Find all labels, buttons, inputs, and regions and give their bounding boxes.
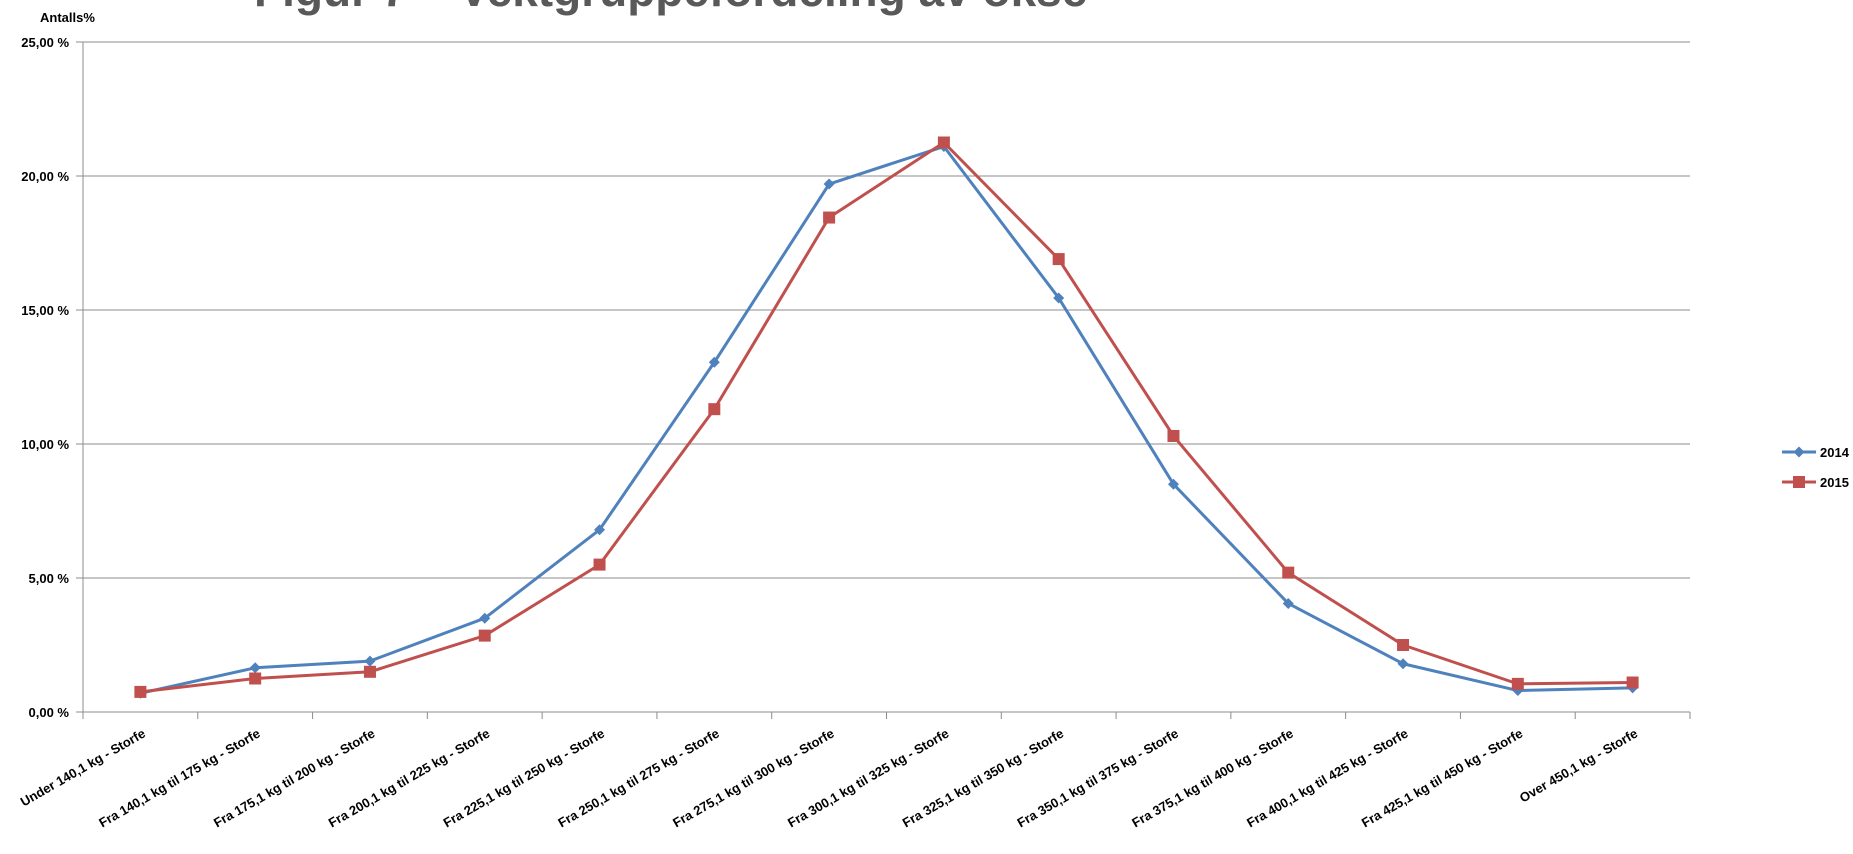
- y-tick-label: 5,00 %: [29, 571, 70, 586]
- data-point: [479, 612, 491, 624]
- series-line: [140, 145, 1633, 695]
- x-tick-label: Under 140,1 kg - Storfe: [18, 726, 148, 810]
- y-tick-label: 10,00 %: [21, 437, 69, 452]
- data-point: [594, 524, 606, 536]
- chart-title: Figur 7 – Vektgruppefordeling av okse: [254, 0, 1087, 16]
- y-tick-label: 25,00 %: [21, 35, 69, 50]
- gridlines: [83, 41, 1690, 713]
- series-2014: [134, 141, 1639, 699]
- legend-entry-2015: 2015: [1782, 475, 1849, 490]
- data-point: [708, 403, 721, 416]
- data-point: [1626, 676, 1639, 689]
- x-axis: [82, 42, 1691, 719]
- data-point: [1397, 639, 1410, 651]
- y-tick-label: 0,00 %: [29, 705, 70, 720]
- legend-marker: [1793, 476, 1805, 488]
- series-group: [134, 136, 1639, 699]
- data-point: [363, 665, 376, 678]
- data-point: [364, 655, 376, 667]
- data-point: [1052, 253, 1065, 266]
- legend-marker: [1793, 446, 1805, 458]
- data-point: [249, 672, 262, 685]
- data-point: [249, 662, 261, 674]
- series-line: [140, 141, 1633, 694]
- legend: 2014 2015: [1782, 445, 1850, 490]
- data-point: [593, 558, 606, 571]
- y-axis-label: Antalls%: [40, 10, 95, 25]
- data-point: [1397, 658, 1409, 670]
- legend-label: 2015: [1820, 475, 1849, 490]
- data-point: [823, 178, 835, 190]
- data-point: [1282, 566, 1295, 579]
- series-2015: [134, 136, 1639, 698]
- legend-label: 2014: [1820, 445, 1850, 460]
- data-point: [937, 136, 950, 149]
- data-point: [708, 356, 720, 368]
- data-point: [134, 685, 147, 698]
- data-point: [1511, 677, 1524, 690]
- data-point: [1282, 597, 1294, 609]
- y-axis-ticks: 0,00 % 5,00 % 10,00 % 15,00 % 20,00 % 25,00 %: [21, 35, 83, 720]
- data-point: [1053, 292, 1065, 304]
- y-tick-label: 20,00 %: [21, 169, 69, 184]
- y-tick-label: 15,00 %: [21, 303, 69, 318]
- data-point: [1167, 429, 1180, 442]
- data-point: [823, 211, 836, 224]
- x-tick-label: Over 450,1 kg - Storfe: [1517, 726, 1640, 806]
- legend-entry-2014: 2014: [1782, 445, 1850, 460]
- data-point: [478, 629, 491, 642]
- data-point: [1167, 478, 1179, 490]
